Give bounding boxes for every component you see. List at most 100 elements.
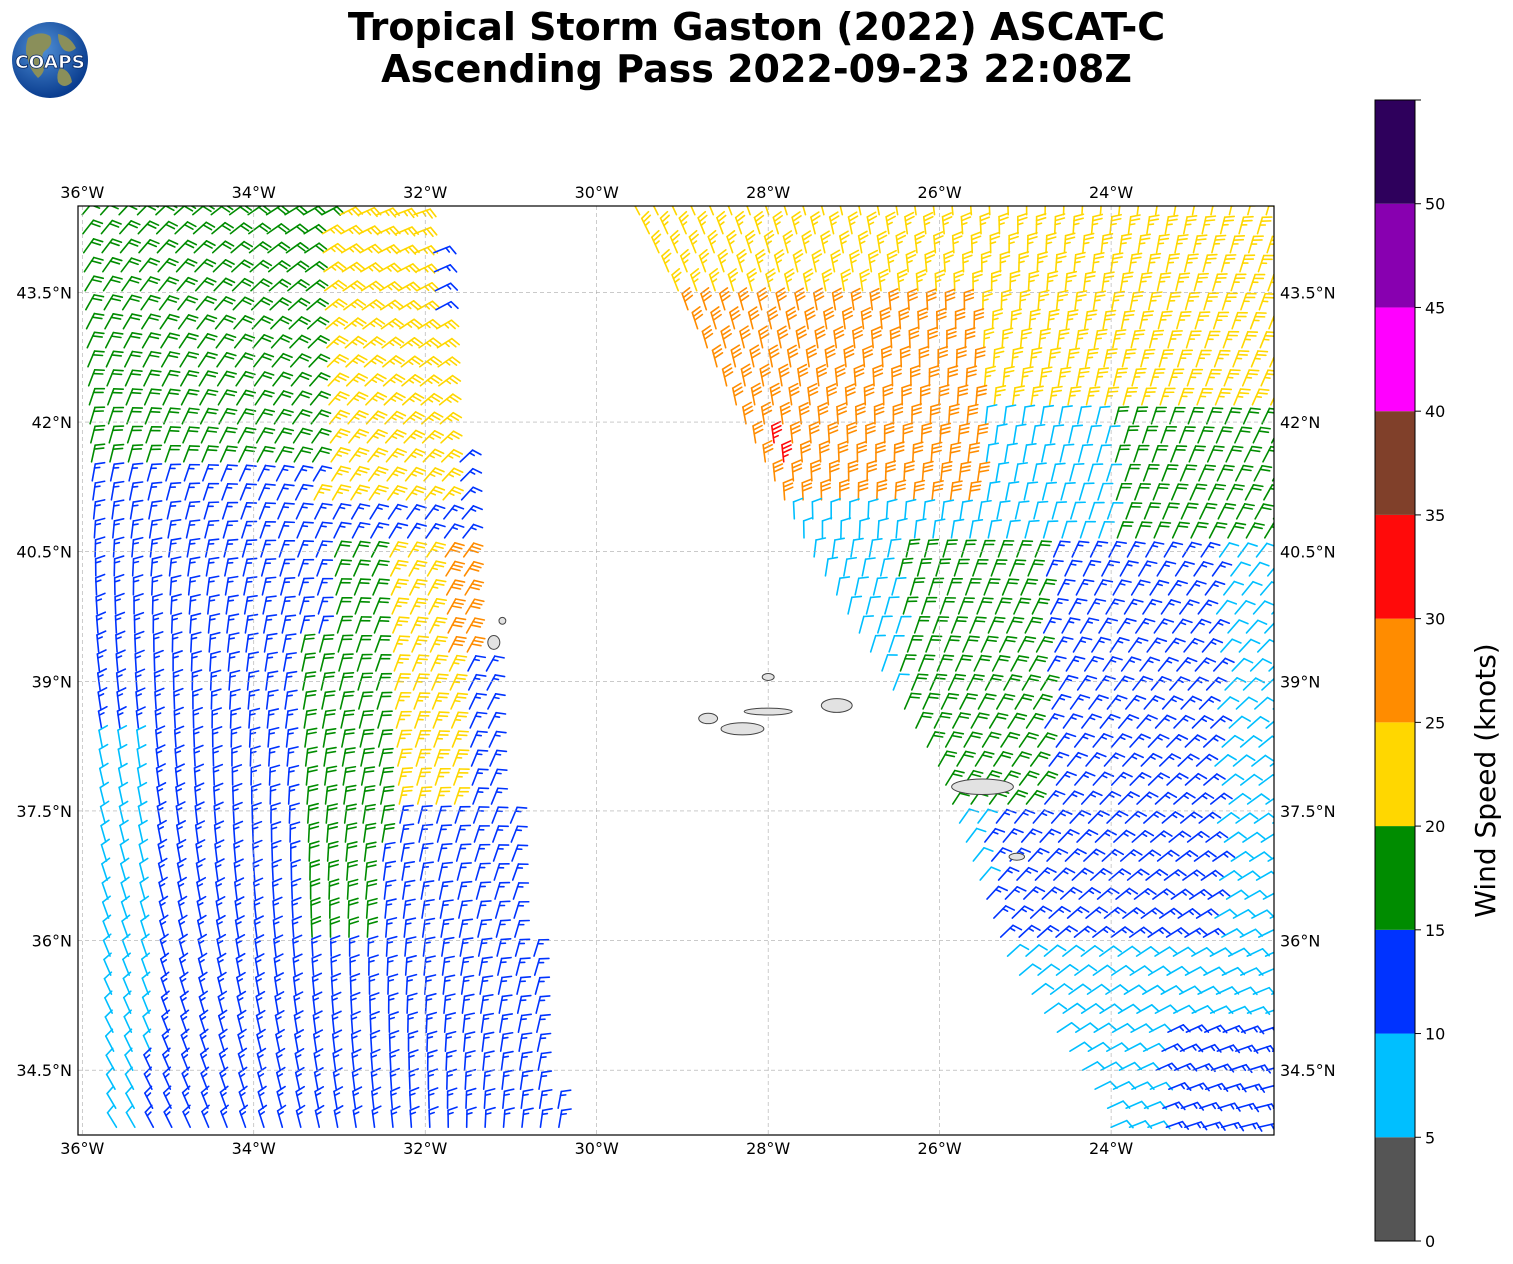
wind-barb xyxy=(124,350,143,368)
barb-flag xyxy=(245,483,257,486)
barb-shaft xyxy=(194,786,198,805)
barb-half-flag xyxy=(906,259,913,264)
barb-flag xyxy=(161,1028,171,1037)
barb-shaft xyxy=(441,957,446,976)
barb-shaft xyxy=(135,710,140,729)
barb-flag xyxy=(414,563,426,567)
wind-barb xyxy=(106,1104,118,1129)
barb-flag xyxy=(345,784,357,788)
barb-half-flag xyxy=(227,618,235,621)
barb-flag xyxy=(253,896,264,902)
barb-half-flag xyxy=(291,902,298,906)
barb-flag xyxy=(895,230,906,237)
barb-flag xyxy=(324,671,336,675)
barb-flag xyxy=(241,299,252,305)
wind-barb xyxy=(253,915,264,938)
wind-barb xyxy=(255,427,276,444)
barb-shaft xyxy=(182,1110,191,1129)
barb-flag xyxy=(290,877,302,883)
barb-flag xyxy=(291,915,303,921)
wind-barb xyxy=(231,764,243,786)
barb-half-flag xyxy=(97,674,104,678)
barb-flag xyxy=(366,901,378,906)
barb-shaft xyxy=(402,900,407,919)
wind-barb xyxy=(533,938,550,957)
barb-flag xyxy=(208,556,220,560)
barb-flag xyxy=(290,859,301,864)
wind-barb xyxy=(755,249,766,273)
wind-barb xyxy=(350,1029,362,1052)
barb-flag xyxy=(174,744,185,750)
barb-shaft xyxy=(313,1052,318,1071)
wind-barb xyxy=(235,952,246,976)
wind-barb xyxy=(292,934,303,957)
wind-barb xyxy=(234,915,245,938)
barb-flag xyxy=(263,334,274,340)
barb-flag xyxy=(181,1085,191,1094)
barb-flag xyxy=(325,709,337,713)
wind-barb xyxy=(211,221,234,235)
wind-barb xyxy=(469,711,488,729)
barb-shaft xyxy=(121,920,129,938)
wind-barb xyxy=(330,953,341,976)
wind-barb xyxy=(463,1031,476,1052)
barb-flag xyxy=(262,430,274,435)
barb-flag xyxy=(346,841,358,845)
barb-flag xyxy=(867,249,879,256)
barb-flag xyxy=(275,1047,286,1055)
barb-flag xyxy=(215,877,226,884)
wind-barb xyxy=(214,296,236,311)
barb-half-flag xyxy=(275,1035,283,1040)
barb-flag xyxy=(377,429,388,435)
wind-barb xyxy=(268,278,292,292)
wind-barb xyxy=(431,673,449,691)
wind-barb xyxy=(343,803,357,824)
barb-flag xyxy=(454,579,466,583)
barb-half-flag xyxy=(442,941,450,945)
wind-barb xyxy=(489,768,508,786)
barb-half-flag xyxy=(369,997,376,1001)
barb-shaft xyxy=(352,540,362,558)
barb-flag xyxy=(101,895,111,903)
barb-flag xyxy=(242,336,253,342)
wind-barb xyxy=(424,992,437,1014)
barb-shaft xyxy=(469,711,479,729)
barb-shaft xyxy=(158,881,165,900)
wind-barb xyxy=(640,210,652,235)
barb-shaft xyxy=(234,881,238,900)
barb-flag xyxy=(310,919,322,925)
barb-half-flag xyxy=(738,259,745,264)
wind-barb xyxy=(253,352,275,368)
barb-flag xyxy=(148,316,159,321)
barb-half-flag xyxy=(521,1074,529,1078)
barb-half-flag xyxy=(481,979,489,983)
barb-half-flag xyxy=(331,997,338,1001)
barb-flag xyxy=(1035,217,1047,222)
barb-flag xyxy=(132,518,144,522)
wind-barb xyxy=(139,276,161,292)
wind-barb xyxy=(229,707,242,729)
barb-half-flag xyxy=(262,468,270,471)
barb-flag xyxy=(424,917,436,922)
barb-half-flag xyxy=(447,1111,454,1116)
wind-barb xyxy=(455,843,472,862)
barb-shaft xyxy=(100,219,114,235)
barb-half-flag xyxy=(96,617,103,621)
barb-shaft xyxy=(454,806,462,824)
barb-flag xyxy=(1017,212,1028,218)
barb-flag xyxy=(707,193,714,199)
wind-barb xyxy=(1219,215,1236,235)
wind-barb xyxy=(180,388,200,406)
barb-shaft xyxy=(314,1090,320,1110)
wind-barb xyxy=(491,806,509,824)
barb-shaft xyxy=(117,767,123,786)
barb-shaft xyxy=(358,710,365,729)
barb-flag xyxy=(151,537,163,541)
wind-barb xyxy=(340,243,365,254)
barb-flag xyxy=(405,936,417,940)
barb-flag xyxy=(396,582,408,585)
wind-barb xyxy=(174,744,185,767)
barb-half-flag xyxy=(454,718,462,722)
barb-flag xyxy=(353,319,364,327)
barb-shaft xyxy=(82,219,95,235)
